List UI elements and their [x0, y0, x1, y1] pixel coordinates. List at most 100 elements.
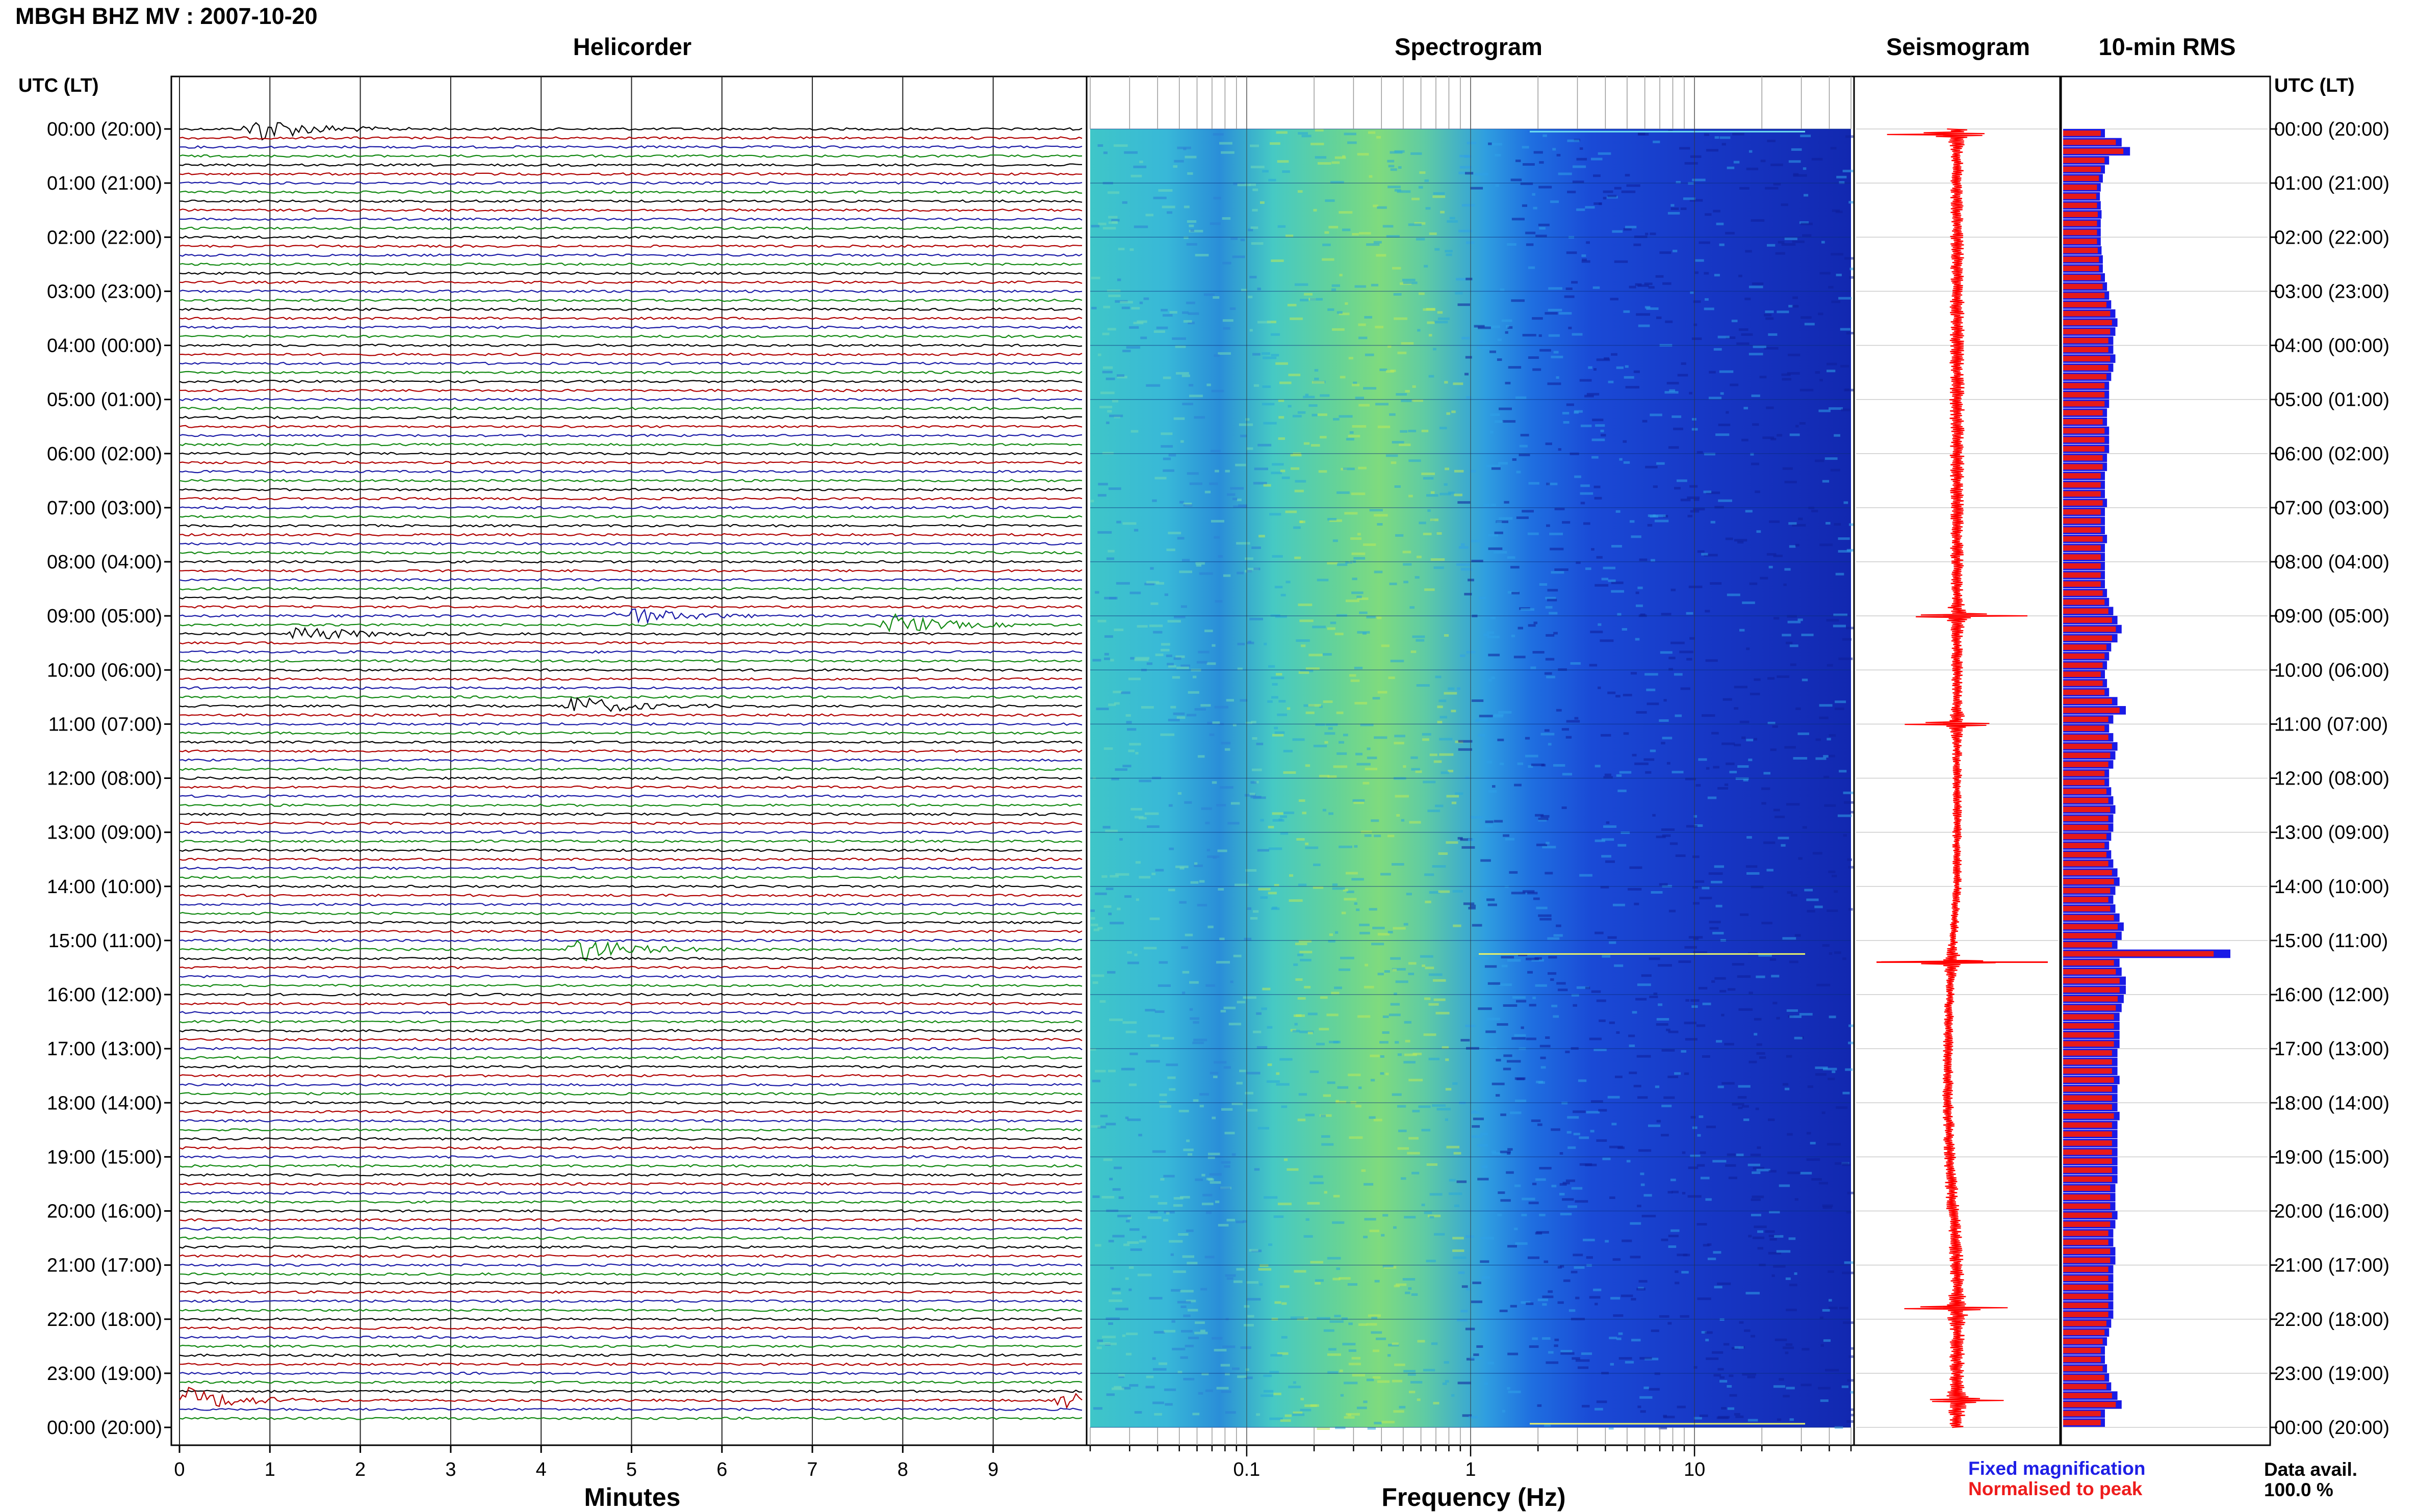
spectrogram-speckle	[1305, 667, 1320, 670]
spectrogram-speckle	[1401, 1177, 1406, 1180]
helicorder-trace	[179, 1191, 1083, 1195]
spectrogram-speckle	[1459, 166, 1472, 169]
spectrogram-speckle	[1477, 1144, 1488, 1147]
spectrogram-speckle	[1556, 709, 1562, 712]
spectrogram-speckle	[1478, 734, 1485, 737]
spectrogram-speckle	[1263, 356, 1277, 359]
spectrogram-speckle	[1625, 1361, 1634, 1364]
spectrogram-speckle	[1488, 142, 1492, 145]
spectrogram-speckle	[1109, 1019, 1123, 1021]
spectrogram-speckle	[1348, 1349, 1356, 1352]
spectrogram-speckle	[1332, 883, 1338, 886]
spectrogram-speckle	[1130, 430, 1139, 433]
spectrogram-speckle	[1233, 505, 1247, 508]
spectrogram-speckle	[1690, 1116, 1696, 1119]
spectrogram-speckle	[1216, 804, 1226, 806]
spectrogram-speckle	[1174, 160, 1184, 163]
spectrogram-speckle	[1184, 205, 1190, 208]
spectrogram-speckle	[1511, 1037, 1526, 1040]
spectrogram-speckle	[1414, 222, 1426, 225]
spectrogram-speckle	[1500, 289, 1505, 291]
spectrogram-speckle	[1689, 199, 1703, 202]
spectrogram-speckle	[1202, 1193, 1213, 1196]
spectrogram-speckle	[1211, 389, 1224, 393]
spectrogram-speckle	[1226, 1218, 1236, 1221]
spectrogram-speckle	[1629, 1072, 1637, 1075]
spectrogram-speckle	[1461, 846, 1475, 849]
spectrogram-speckle	[1559, 1193, 1565, 1195]
spectrogram-speckle	[1843, 791, 1856, 794]
spectrogram-speckle	[1593, 202, 1602, 205]
time-label-left: 04:00 (00:00)	[47, 335, 162, 357]
spectrogram-speckle	[1093, 928, 1099, 931]
spectrogram-speckle	[1232, 723, 1237, 726]
helicorder-trace	[179, 1236, 1083, 1240]
spectrogram-speckle	[1314, 377, 1319, 380]
spectrogram-speckle	[1351, 878, 1364, 881]
spectrogram-speckle	[1097, 927, 1103, 930]
spectrogram-speckle	[1551, 1128, 1560, 1131]
spectrogram-speckle	[1567, 191, 1576, 194]
spectrogram-speckle	[1214, 536, 1220, 539]
spectrogram-speckle	[1635, 998, 1647, 1001]
spectrogram-speckle	[1125, 1277, 1129, 1280]
spectrogram-speckle	[1105, 829, 1118, 832]
spectrogram-speckle	[1158, 189, 1173, 192]
spectrogram-speckle	[1218, 555, 1223, 558]
spectrogram-speckle	[1309, 1070, 1319, 1073]
spectrogram-speckle	[1294, 283, 1308, 286]
spectrogram-speckle	[1635, 638, 1640, 641]
spectrogram-speckle	[1185, 933, 1193, 936]
spectrogram-speckle	[1658, 1003, 1663, 1006]
rms-bar-peak	[2063, 1023, 2114, 1029]
spectrogram-speckle	[1163, 1219, 1169, 1222]
spectrogram-speckle	[1126, 721, 1132, 724]
spectrogram-speckle	[1850, 1391, 1855, 1394]
rms-bar-peak	[2063, 843, 2105, 848]
spectrogram-speckle	[1600, 429, 1604, 432]
spectrogram-speckle	[1403, 1061, 1416, 1064]
spectrogram-speckle	[1794, 1036, 1803, 1039]
time-label-right: 00:00 (20:00)	[2274, 1417, 2389, 1439]
spectrogram-speckle	[1820, 1399, 1829, 1402]
spectrogram-speckle	[1516, 471, 1521, 474]
rms-bar-peak	[2063, 1140, 2112, 1146]
rms-bar-peak	[2063, 852, 2106, 857]
spectrogram-speckle	[1745, 250, 1752, 253]
helicorder-trace	[179, 361, 1083, 366]
spectrogram-speckle	[1147, 1216, 1162, 1219]
spectrogram-speckle	[1675, 854, 1686, 857]
time-label-right: 07:00 (03:00)	[2274, 498, 2389, 519]
spectrogram-speckle	[1298, 883, 1307, 887]
rms-bar-peak	[2063, 554, 2101, 560]
spectrogram-speckle	[1513, 656, 1526, 659]
spectrogram-speckle	[1244, 1324, 1254, 1327]
spectrogram-speckle	[1721, 742, 1735, 745]
spectrogram-speckle	[1355, 752, 1362, 755]
spectrogram-speckle	[1173, 165, 1177, 168]
spectrogram-speckle	[1574, 410, 1583, 413]
spectrogram-speckle	[1768, 333, 1778, 336]
rms-bar-peak	[2063, 861, 2109, 867]
spectrogram-speckle	[1678, 960, 1691, 963]
spectrogram-speckle	[1392, 1379, 1403, 1383]
spectrogram-speckle	[1156, 582, 1164, 585]
spectrogram-speckle	[1272, 555, 1283, 558]
spectrogram-speckle	[1567, 139, 1580, 142]
helicorder-trace	[179, 1371, 1083, 1375]
spectrogram-speckle	[1670, 1229, 1680, 1232]
spectrogram-speckle	[1526, 243, 1534, 246]
spectrogram-speckle	[1337, 1086, 1349, 1089]
spectrogram-speckle	[1374, 1280, 1380, 1283]
spectrogram-speckle	[1424, 265, 1428, 268]
spectrogram-speckle	[1336, 711, 1344, 714]
spectrogram-speckle	[1822, 1309, 1830, 1312]
spectrogram-speckle	[1498, 1191, 1505, 1194]
spectrogram-speckle	[1506, 1171, 1514, 1174]
spectrogram-speckle	[1743, 778, 1749, 781]
spectrogram-speckle	[1332, 1221, 1345, 1224]
spectrogram-speckle	[1693, 498, 1700, 501]
spectrogram-speckle	[1554, 508, 1565, 510]
spectrogram-speckle	[1350, 537, 1361, 540]
spectrogram-speckle	[1636, 711, 1647, 714]
